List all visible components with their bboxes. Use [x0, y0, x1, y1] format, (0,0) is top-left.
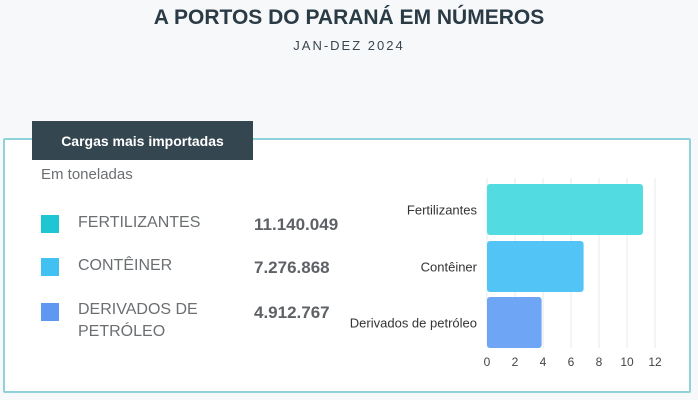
page-subtitle: JAN-DEZ 2024 — [293, 38, 405, 53]
category-label: Contêiner — [421, 260, 478, 275]
x-tick-label: 8 — [596, 355, 603, 369]
panel-tab: Cargas mais importadas — [32, 121, 253, 160]
bar-2 — [487, 297, 542, 348]
legend-value-fertilizantes: 11.140.049 — [254, 215, 339, 234]
legend-swatch-derivados — [41, 303, 59, 321]
x-tick-label: 10 — [620, 355, 634, 369]
x-tick-label: 2 — [512, 355, 519, 369]
legend-swatch-conteiner — [41, 258, 59, 276]
legend-value-conteiner: 7.276.868 — [254, 258, 330, 277]
category-label: Fertilizantes — [407, 203, 478, 218]
bar-0 — [487, 184, 643, 235]
page-title: A PORTOS DO PARANÁ EM NÚMEROS — [153, 6, 545, 29]
legend-value-derivados: 4.912.767 — [254, 303, 330, 322]
unit-label: Em toneladas — [41, 166, 133, 183]
legend-name-derivados: DERIVADOS DE PETRÓLEO — [78, 301, 198, 340]
x-tick-label: 4 — [540, 355, 547, 369]
x-tick-label: 0 — [484, 355, 491, 369]
x-tick-label: 6 — [568, 355, 575, 369]
legend-name-fertilizantes: FERTILIZANTES — [78, 214, 201, 231]
legend-swatch-fertilizantes — [41, 215, 59, 233]
legend-name-conteiner: CONTÊINER — [78, 257, 173, 274]
bar-1 — [487, 241, 584, 292]
x-tick-label: 12 — [648, 355, 662, 369]
category-label: Derivados de petróleo — [350, 316, 477, 331]
